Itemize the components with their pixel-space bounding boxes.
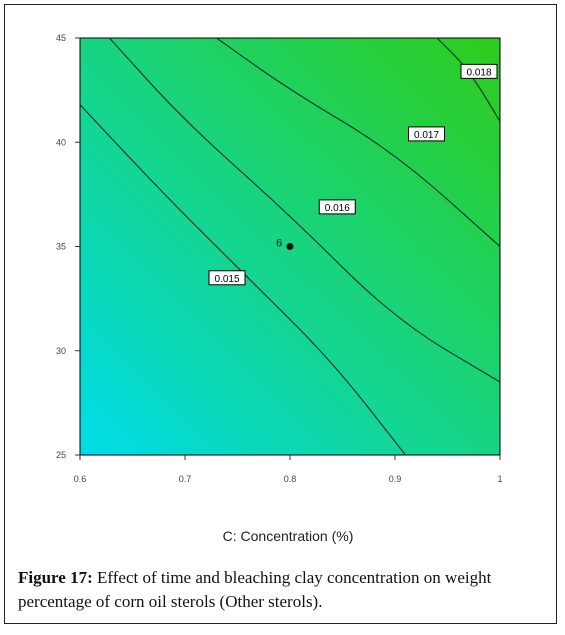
- contour-label-box: [318, 199, 356, 215]
- contour-label: 0.015: [214, 274, 239, 285]
- contour-label: 0.017: [414, 130, 439, 141]
- contour-label: 0.018: [466, 67, 491, 78]
- caption-label: Figure 17:: [18, 568, 93, 587]
- y-tick-label: 30: [56, 346, 66, 356]
- contour-line-1: [108, 37, 501, 383]
- contour-label-box: [460, 63, 498, 79]
- caption-text: Effect of time and bleaching clay concen…: [18, 568, 492, 611]
- figure-frame: [4, 4, 557, 624]
- contour-label-box: [408, 126, 445, 142]
- design-point: 6: [276, 238, 294, 250]
- contour-line-3: [436, 37, 501, 122]
- x-tick-label: 0.6: [74, 474, 87, 484]
- contour-label: 0.016: [325, 203, 350, 214]
- x-tick-label: 1: [497, 474, 502, 484]
- plot-area: [79, 37, 501, 456]
- contour-label-box: [208, 270, 246, 286]
- x-axis: 0.6 0.7 0.8 0.9 1: [74, 455, 503, 484]
- y-tick-label: 45: [56, 33, 66, 43]
- y-axis: 25 30 35 40 45: [56, 33, 80, 460]
- figure-caption: Figure 17: Effect of time and bleaching …: [18, 566, 538, 614]
- contour-line-2: [216, 37, 501, 247]
- x-tick-label: 0.8: [284, 474, 297, 484]
- y-tick-label: 40: [56, 137, 66, 147]
- x-tick-label: 0.9: [389, 474, 402, 484]
- design-point-label: 6: [276, 238, 282, 250]
- y-tick-label: 25: [56, 450, 66, 460]
- contour-chart: 0.015 0.016 0.017 0.018 0.6 0.7 0.8 0.9 1 25 30 3…: [56, 33, 503, 544]
- x-axis-label: C: Concentration (%): [223, 528, 354, 544]
- y-tick-label: 35: [56, 242, 66, 252]
- contour-line-0: [79, 104, 406, 456]
- x-tick-label: 0.7: [179, 474, 192, 484]
- design-point-marker: [286, 243, 294, 250]
- contour-lines: 0.015 0.016 0.017 0.018: [79, 37, 501, 456]
